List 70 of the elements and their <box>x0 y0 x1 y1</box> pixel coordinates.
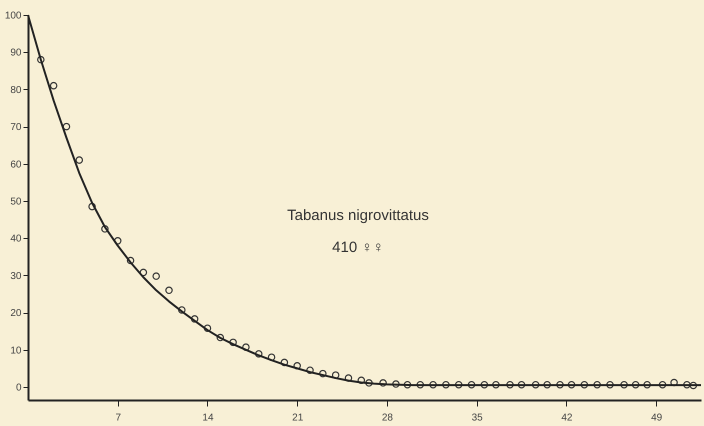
point <box>683 380 691 389</box>
point <box>556 380 564 389</box>
point <box>126 256 134 264</box>
point <box>190 315 198 323</box>
annotation: Tabanus nigrovittatus <box>287 207 429 224</box>
point <box>365 379 373 387</box>
point <box>344 374 352 382</box>
point <box>532 380 540 389</box>
point <box>204 324 212 332</box>
point <box>392 380 400 388</box>
point <box>332 371 340 379</box>
point <box>416 380 424 389</box>
point <box>152 272 160 280</box>
y-tick-label: 100 <box>4 10 22 22</box>
point <box>358 376 366 384</box>
point <box>37 56 45 64</box>
point <box>543 380 551 389</box>
y-tick-label: 80 <box>10 84 22 96</box>
point <box>178 306 186 314</box>
x-tick-label: 49 <box>651 412 663 424</box>
x-tick-label: 7 <box>115 412 122 424</box>
point <box>76 156 84 164</box>
point <box>429 380 437 389</box>
point <box>50 82 58 90</box>
x-tick-label: 35 <box>472 412 484 424</box>
point <box>216 334 224 342</box>
point <box>280 358 288 366</box>
point <box>229 338 237 346</box>
x-tick-label: 28 <box>382 412 394 424</box>
point <box>140 268 148 276</box>
y-tick-label: 70 <box>10 122 22 134</box>
point <box>620 380 628 389</box>
point <box>254 350 263 358</box>
point <box>306 366 314 374</box>
x-tick-label: 42 <box>561 412 573 424</box>
x-tick-label: 14 <box>202 412 214 424</box>
point <box>379 379 387 387</box>
y-tick-label: 30 <box>10 270 22 282</box>
point <box>454 380 462 389</box>
point <box>518 380 526 389</box>
y-tick-label: 60 <box>10 159 22 170</box>
y-tick-label: 50 <box>10 196 22 208</box>
point <box>468 380 476 389</box>
annotation: 410 ♀♀ <box>332 239 384 256</box>
y-tick-label: 90 <box>10 48 22 59</box>
y-tick-label: 40 <box>10 234 22 245</box>
point <box>62 122 70 130</box>
point <box>506 380 514 389</box>
point <box>492 380 500 389</box>
point <box>658 380 666 389</box>
point <box>319 370 327 378</box>
y-tick-label: 10 <box>10 345 22 356</box>
point <box>632 380 640 389</box>
point <box>293 362 301 370</box>
point <box>165 286 173 294</box>
point <box>606 380 614 389</box>
y-tick-label: 0 <box>16 382 22 394</box>
y-tick-label: 20 <box>10 308 22 320</box>
point <box>242 343 250 351</box>
point <box>480 380 488 389</box>
x-tick-label: 21 <box>292 412 304 424</box>
point <box>404 380 412 389</box>
point <box>568 380 576 389</box>
point <box>442 380 450 389</box>
point <box>593 380 601 389</box>
point <box>88 202 96 210</box>
point <box>101 225 109 233</box>
point <box>643 380 651 389</box>
point <box>580 380 588 389</box>
point <box>690 382 698 390</box>
